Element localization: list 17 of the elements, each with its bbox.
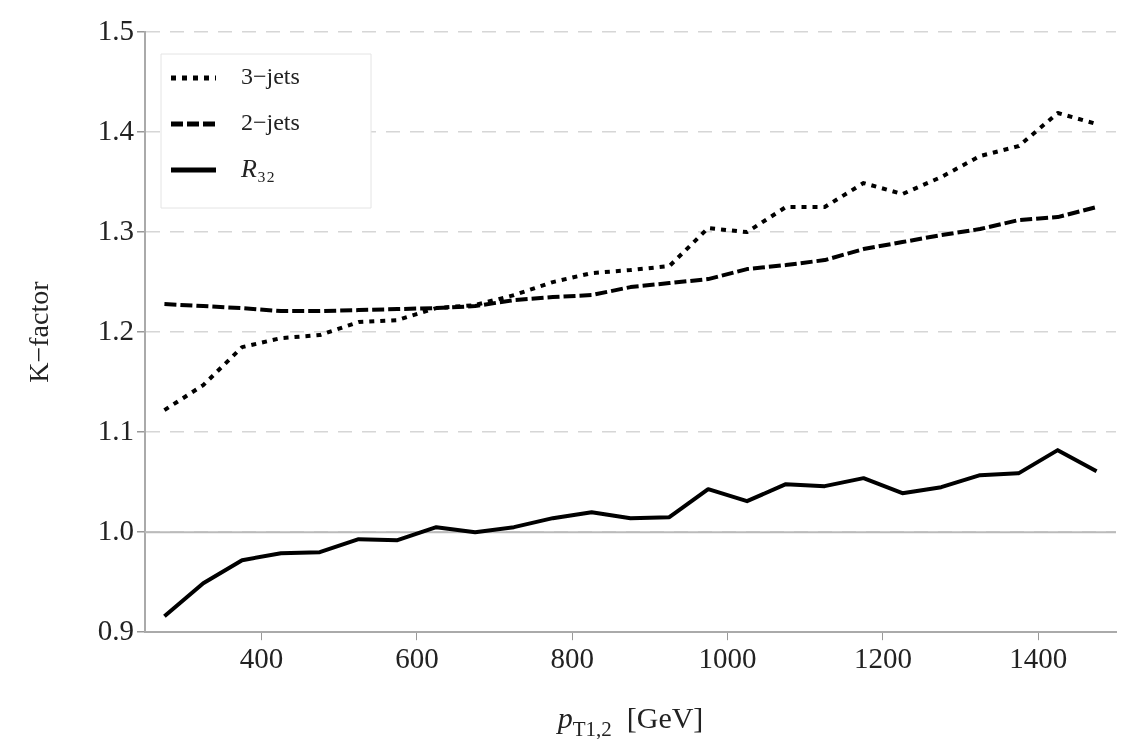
y-tick-label: 0.9: [97, 613, 134, 646]
y-tick-label: 1.2: [97, 313, 134, 346]
x-tick-label: 1200: [853, 642, 912, 675]
x-tick-label: 400: [239, 642, 284, 675]
legend-label: 3−jets: [241, 63, 300, 90]
y-tick-label: 1.5: [97, 13, 134, 46]
x-tick-label: 1000: [698, 642, 757, 675]
y-tick-label: 1.4: [97, 113, 135, 146]
x-tick-label: 800: [550, 642, 594, 675]
x-tick-label: 1400: [1009, 642, 1068, 675]
y-tick-label: 1.0: [97, 513, 134, 546]
y-axis-title: K−factor: [23, 280, 54, 383]
legend-label: 2−jets: [241, 109, 300, 136]
legend-label: R₃₂: [240, 153, 276, 183]
x-tick-label: 600: [395, 642, 439, 675]
y-tick-label: 1.3: [97, 213, 134, 246]
y-tick-label: 1.1: [97, 413, 134, 446]
